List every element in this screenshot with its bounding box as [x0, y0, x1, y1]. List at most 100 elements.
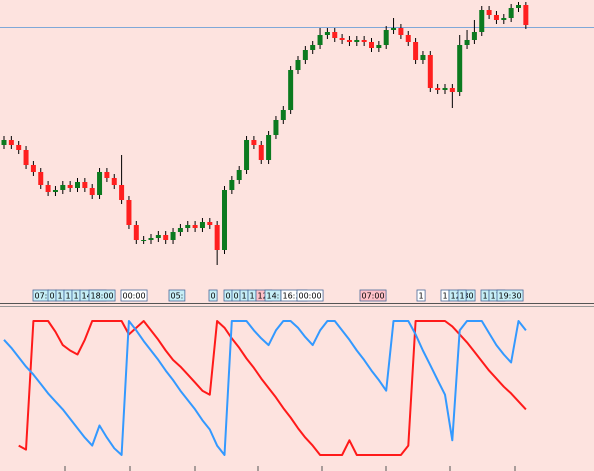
time-label-box [168, 289, 186, 302]
candle-body [60, 185, 66, 190]
candle-body [317, 35, 323, 45]
candle-body [376, 45, 382, 48]
candle-body [97, 172, 103, 195]
candle-body [361, 40, 367, 42]
time-label-box [496, 289, 524, 302]
candle-body [420, 55, 426, 60]
candle-body [104, 172, 110, 178]
candle-body [435, 88, 441, 90]
candle-body [354, 40, 360, 42]
candle-body [155, 235, 161, 238]
candle-body [332, 32, 338, 38]
candle-body [280, 110, 286, 120]
time-label: 1 [483, 292, 488, 301]
time-label: 0 [234, 292, 239, 301]
candle-body [391, 28, 397, 30]
candle-body [449, 88, 455, 92]
time-label: 1 [66, 292, 71, 301]
time-label: 0 [50, 292, 55, 301]
time-label-box [416, 289, 426, 302]
candle-body [16, 145, 22, 150]
candle-body [8, 140, 14, 145]
time-label: 00:00 [299, 292, 322, 301]
time-label: 0 [211, 292, 216, 301]
candle-body [273, 120, 279, 135]
candle-body [244, 140, 250, 170]
candle-body [236, 170, 242, 180]
candle-body [523, 5, 529, 25]
candle-body [23, 150, 29, 165]
candle-body [405, 35, 411, 42]
candle-body [207, 222, 213, 225]
candle-body [295, 60, 301, 70]
candle-body [1, 140, 7, 145]
candle-body [369, 42, 374, 48]
candle-body [45, 185, 51, 192]
candle-body [471, 32, 477, 40]
candle-body [214, 225, 220, 250]
time-label: 1 [250, 292, 255, 301]
time-label: 16:30 [283, 292, 306, 301]
candle-body [493, 15, 499, 20]
time-label-box [120, 289, 148, 302]
candle-body [302, 50, 308, 60]
candle-body [229, 180, 235, 190]
candle-body [222, 190, 227, 250]
time-label: 1 [58, 292, 63, 301]
candle-body [442, 88, 448, 90]
candle-body [67, 185, 73, 188]
time-label: 18:00 [91, 292, 114, 301]
time-label: 19:30 [499, 292, 522, 301]
candle-body [398, 28, 404, 35]
candle-body [427, 55, 433, 88]
time-label-box [359, 289, 387, 302]
candle-body [339, 38, 345, 40]
candle-body [464, 40, 470, 45]
candle-body [89, 188, 95, 195]
candle-body [126, 200, 132, 225]
candle-body [111, 178, 117, 185]
time-label: 05: [171, 292, 184, 301]
candle-body [163, 235, 169, 240]
time-label: 07: [35, 292, 48, 301]
time-labels: 07:011114:3018:0000:0005:0001112:14:16:3… [32, 289, 524, 302]
time-label: 00:00 [123, 292, 146, 301]
time-label-box [296, 289, 324, 302]
time-label: 12: [258, 292, 271, 301]
indicator-line [18, 320, 527, 456]
time-label-box [457, 289, 467, 302]
candle-body [251, 140, 257, 145]
time-label: 07:00 [362, 292, 385, 301]
bottom-ticks [64, 466, 516, 471]
time-label: 1 [443, 292, 448, 301]
candle-body [38, 172, 44, 185]
candle-body [82, 182, 88, 188]
candle-body [383, 30, 389, 45]
candle-body [52, 190, 58, 192]
candle-body [266, 135, 272, 160]
candle-body [185, 225, 191, 228]
candle-body [288, 70, 294, 110]
candle-body [346, 40, 352, 42]
candle-body [192, 225, 198, 228]
time-label-box [88, 289, 116, 302]
candle-body [324, 32, 330, 35]
time-label: 1 [74, 292, 79, 301]
time-label: 0 [226, 292, 231, 301]
candle-body [516, 5, 521, 8]
time-label: 1 [419, 292, 424, 301]
candle-body [75, 182, 80, 188]
time-label-box [208, 289, 218, 302]
time-label: 1 [242, 292, 247, 301]
candle-body [141, 240, 147, 241]
candle-body [177, 228, 183, 232]
candle-body [133, 225, 139, 240]
candle-body [413, 42, 419, 60]
candle-body [479, 10, 485, 32]
candle-body [486, 10, 492, 15]
candle-body [119, 185, 125, 200]
candle-body [199, 222, 205, 228]
candle-body [457, 45, 463, 92]
